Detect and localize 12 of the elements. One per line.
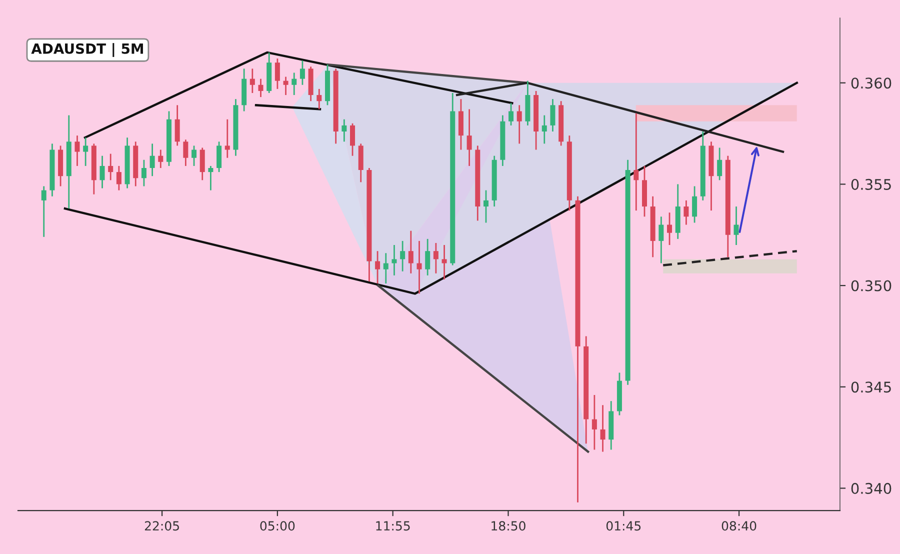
x-tick-label: 22:05	[144, 521, 179, 531]
y-tick-label: 0.350	[851, 280, 892, 292]
x-tick-label: 08:40	[722, 521, 756, 531]
x-tick-label: 05:00	[260, 521, 295, 531]
text: ADAUSDT | 5M	[31, 43, 143, 57]
x-tick-label: 11:55	[376, 521, 410, 531]
x-tick-label: 18:50	[492, 521, 526, 531]
y-tick-label: 0.360	[851, 78, 892, 89]
x-tick-label: 01:45	[606, 521, 641, 531]
y-tick-label: 0.345	[851, 382, 891, 393]
y-tick-label: 0.355	[851, 178, 891, 190]
y-tick-label: 0.340	[851, 482, 892, 494]
